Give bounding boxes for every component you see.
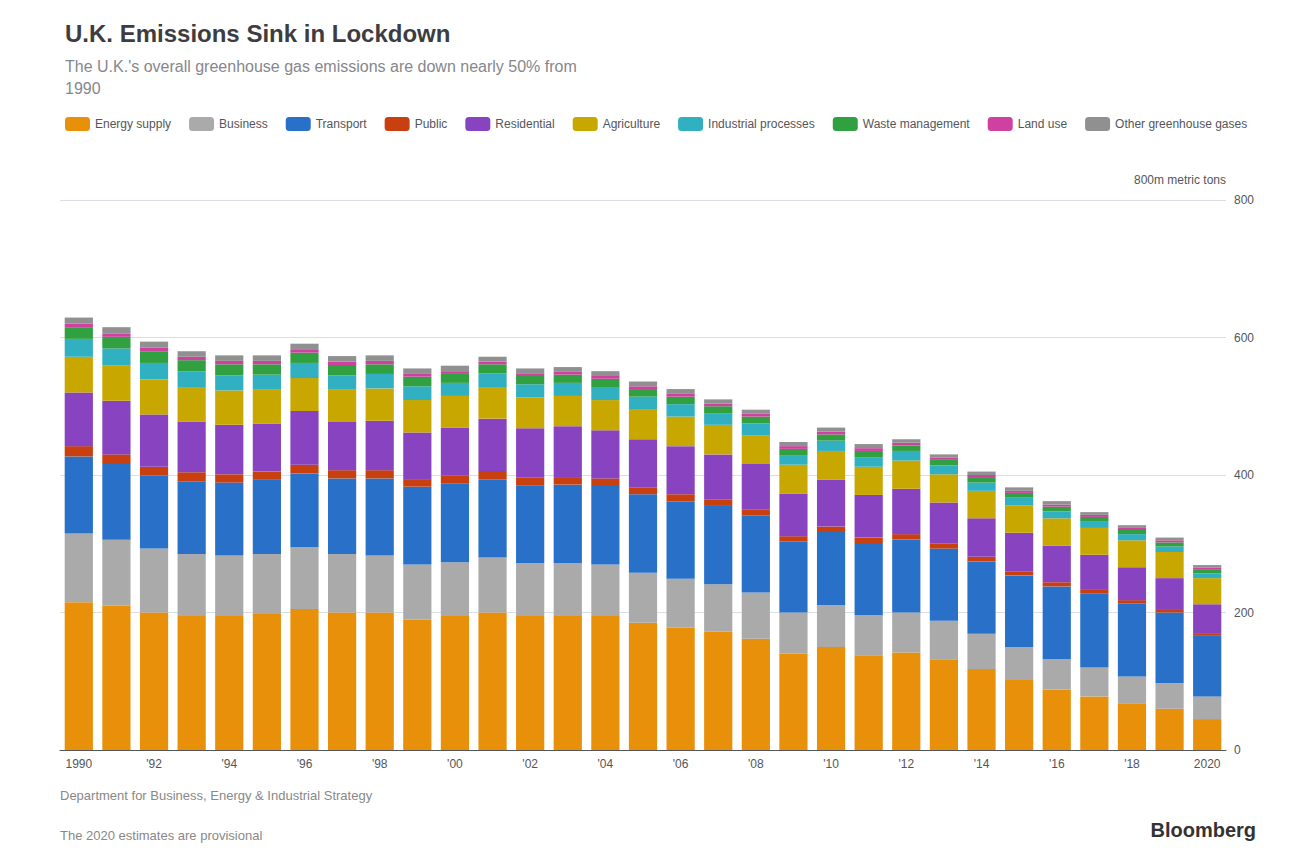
svg-text:'94: '94 (221, 757, 237, 771)
svg-text:'12: '12 (898, 757, 914, 771)
svg-text:'00: '00 (447, 757, 463, 771)
svg-text:Bloomberg: Bloomberg (1150, 819, 1256, 841)
svg-text:800: 800 (1234, 193, 1254, 207)
svg-text:'98: '98 (372, 757, 388, 771)
svg-text:'16: '16 (1049, 757, 1065, 771)
svg-text:'96: '96 (297, 757, 313, 771)
svg-text:2020: 2020 (1194, 757, 1221, 771)
svg-text:'92: '92 (146, 757, 162, 771)
svg-text:1990: 1990 (65, 757, 92, 771)
svg-text:Business: Business (219, 117, 268, 131)
svg-text:Department for Business, Energ: Department for Business, Energy & Indust… (60, 788, 373, 803)
svg-text:Transport: Transport (316, 117, 368, 131)
svg-text:U.K. Emissions Sink in Lockdow: U.K. Emissions Sink in Lockdown (65, 20, 450, 47)
svg-text:Other greenhouse gases: Other greenhouse gases (1115, 117, 1247, 131)
svg-text:The U.K.'s overall greenhouse: The U.K.'s overall greenhouse gas emissi… (65, 58, 577, 75)
svg-text:400: 400 (1234, 468, 1254, 482)
svg-text:Residential: Residential (495, 117, 554, 131)
svg-text:200: 200 (1234, 606, 1254, 620)
svg-text:800m metric tons: 800m metric tons (1134, 173, 1226, 187)
svg-text:'02: '02 (522, 757, 538, 771)
svg-text:0: 0 (1234, 743, 1241, 757)
svg-text:Public: Public (415, 117, 448, 131)
svg-text:Land use: Land use (1018, 117, 1068, 131)
svg-text:1990: 1990 (65, 80, 101, 97)
svg-text:'10: '10 (823, 757, 839, 771)
svg-text:Waste management: Waste management (863, 117, 971, 131)
svg-text:'06: '06 (673, 757, 689, 771)
svg-text:The 2020 estimates are provisi: The 2020 estimates are provisional (60, 828, 262, 843)
svg-text:'14: '14 (974, 757, 990, 771)
svg-text:Energy supply: Energy supply (95, 117, 171, 131)
svg-text:'18: '18 (1124, 757, 1140, 771)
svg-text:Industrial processes: Industrial processes (708, 117, 815, 131)
svg-text:Agriculture: Agriculture (603, 117, 661, 131)
svg-text:'08: '08 (748, 757, 764, 771)
svg-text:'04: '04 (598, 757, 614, 771)
svg-text:600: 600 (1234, 331, 1254, 345)
